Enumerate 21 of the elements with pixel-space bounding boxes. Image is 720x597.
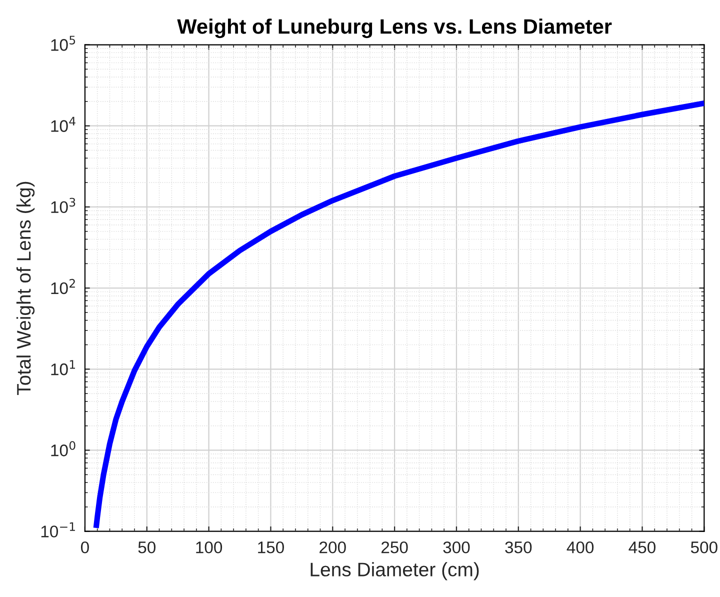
y-tick-label: 10$^{−1}$ (41, 522, 75, 538)
y-tick-label: 10$^{0}$ (51, 441, 76, 456)
x-axis-title: Lens Diameter (cm) (310, 562, 479, 580)
y-tick-label: 10$^{5}$ (51, 36, 76, 51)
y-tick-label: 10$^{1}$ (51, 360, 76, 376)
y-tick-label: 10$^{2}$ (51, 278, 75, 294)
x-tick-label: 200 (320, 541, 346, 554)
x-tick-label: 450 (628, 541, 656, 554)
x-tick-label: 350 (505, 541, 532, 554)
y-axis-title: Total Weight of Lens (kg) (16, 182, 35, 395)
x-tick-label: 0 (80, 541, 89, 554)
y-tick-label: 10$^{4}$ (51, 116, 76, 132)
x-tick-label: 100 (196, 541, 222, 554)
x-tick-label: 150 (258, 541, 284, 554)
x-tick-label: 250 (381, 541, 408, 554)
y-tick-label: 10$^{3}$ (51, 198, 76, 214)
chart-title: Weight of Luneburg Lens vs. Lens Diameter (177, 18, 612, 38)
x-tick-label: 300 (443, 541, 470, 554)
x-tick-label: 400 (566, 541, 594, 554)
x-tick-label: 50 (138, 541, 156, 554)
x-tick-label: 500 (690, 541, 718, 554)
